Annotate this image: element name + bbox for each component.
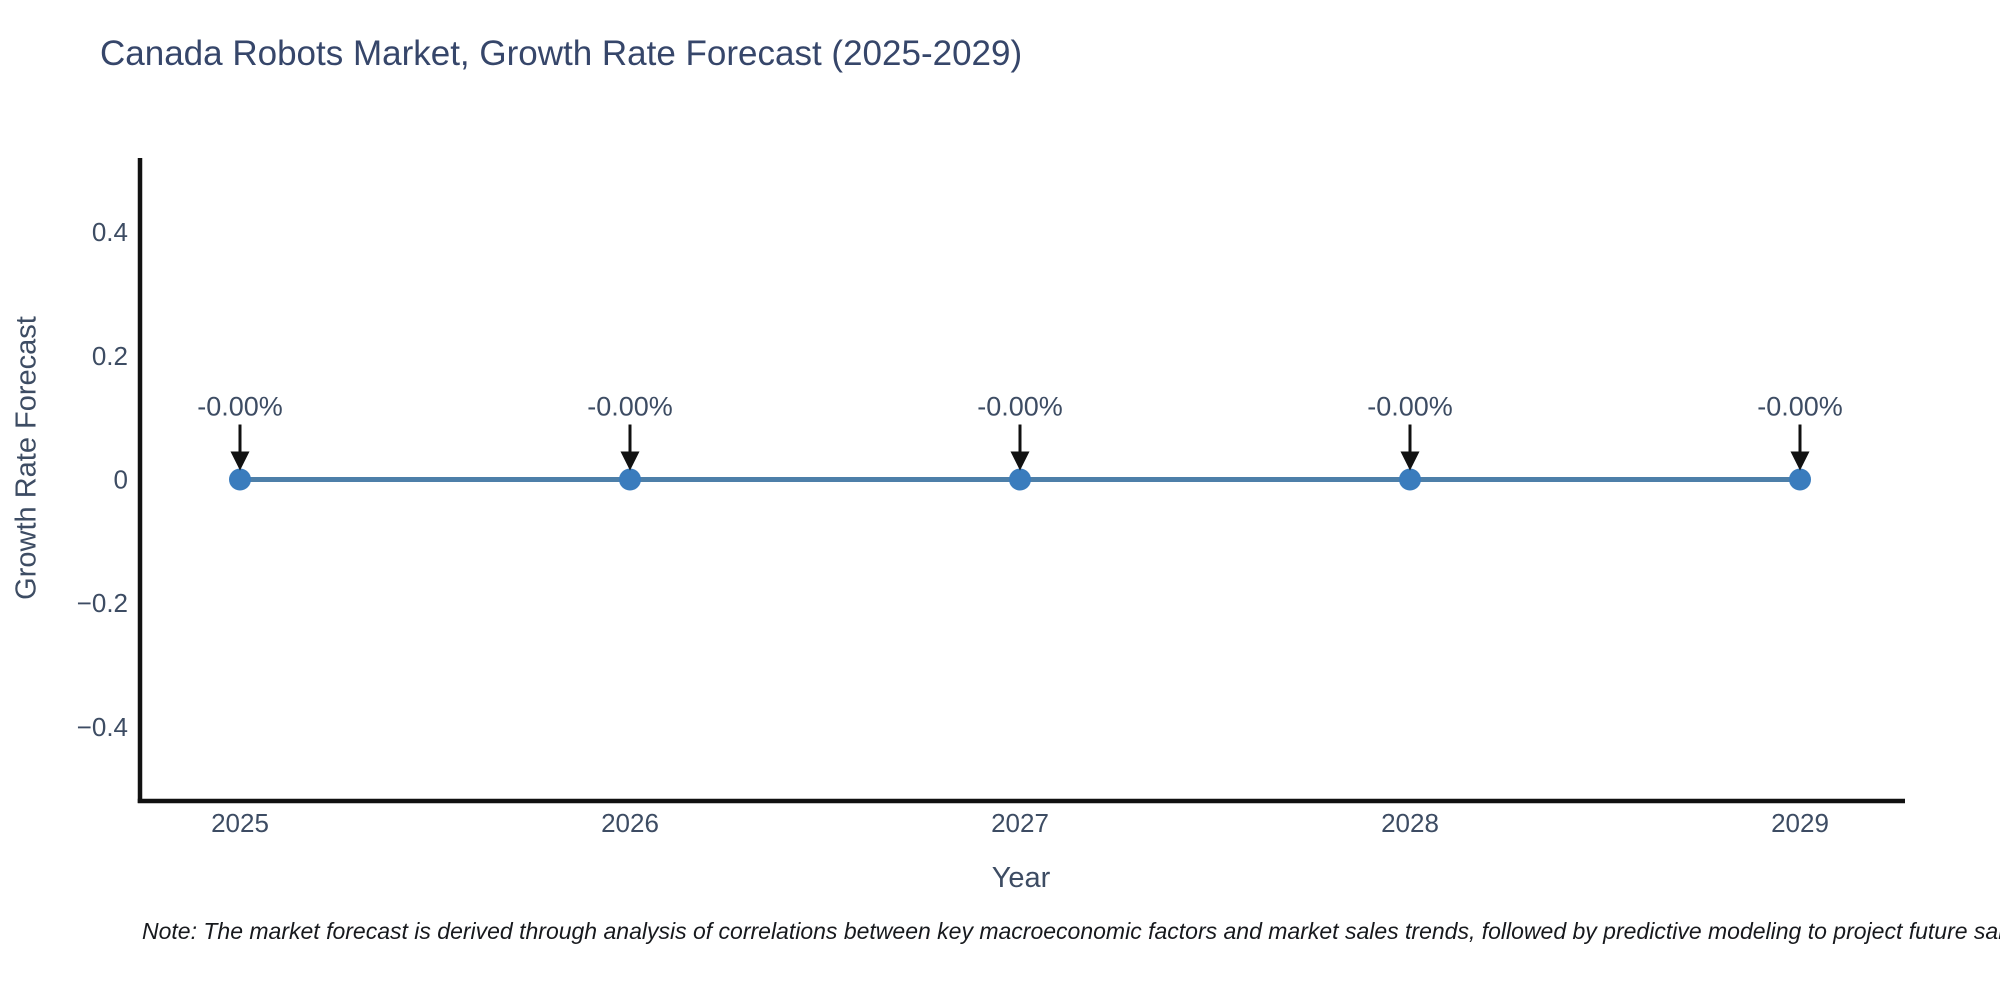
data-point-marker [1399,468,1421,491]
annotation-arrow-head [230,451,250,471]
annotation-label: -0.00% [587,392,673,422]
x-tick-label: 2027 [991,808,1049,838]
data-point-marker [229,468,251,491]
data-point-marker [1009,468,1031,491]
data-point-marker [619,468,641,491]
footnote-text: Note: The market forecast is derived thr… [142,918,2000,944]
x-tick-label: 2026 [601,808,659,838]
y-tick-label: 0.2 [92,341,128,371]
chart-title: Canada Robots Market, Growth Rate Foreca… [100,34,1023,73]
y-axis-title: Growth Rate Forecast [10,316,43,600]
annotation-arrow-head [620,451,640,471]
x-tick-label: 2029 [1771,808,1829,838]
annotation-label: -0.00% [1757,392,1843,422]
annotation-label: -0.00% [197,392,283,422]
y-tick-label: 0.4 [92,217,128,247]
x-axis-title: Year [991,862,1051,894]
y-tick-label: −0.4 [77,712,128,742]
y-tick-label: 0 [114,465,128,495]
x-tick-label: 2028 [1381,808,1439,838]
annotation-label: -0.00% [977,392,1063,422]
annotation-label: -0.00% [1367,392,1453,422]
annotation-arrow-head [1010,451,1030,471]
annotation-arrow-head [1790,451,1810,471]
y-tick-label: −0.2 [77,588,128,618]
annotation-arrow-head [1400,451,1420,471]
x-tick-label: 2025 [211,808,269,838]
data-point-marker [1789,468,1811,491]
